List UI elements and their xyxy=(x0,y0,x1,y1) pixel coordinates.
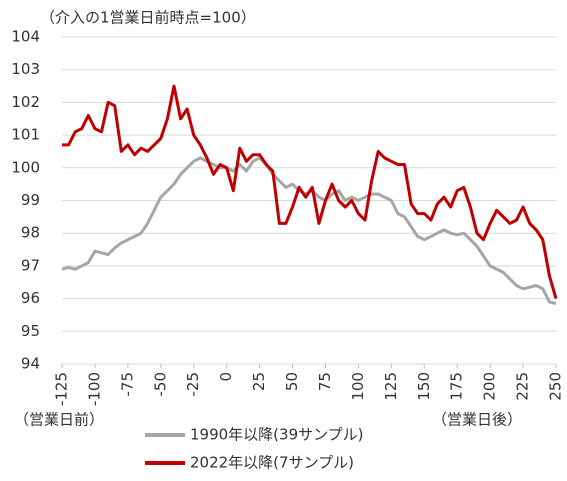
y-tick-label: 104 xyxy=(11,28,40,46)
annotation: （営業日前） xyxy=(14,411,104,429)
x-tick-label: 25 xyxy=(250,372,268,391)
annotation: （介入の1営業日前時点=100） xyxy=(40,9,256,27)
x-tick-label: 200 xyxy=(481,372,499,401)
x-tick-label: 100 xyxy=(349,372,367,401)
x-tick-label: 150 xyxy=(415,372,433,401)
y-tick-label: 101 xyxy=(11,126,40,144)
line-series xyxy=(62,84,558,300)
x-tick-label: 50 xyxy=(283,372,301,391)
y-tick-label: 94 xyxy=(21,355,40,373)
x-tick-label: 225 xyxy=(514,372,532,401)
y-tick-label: 96 xyxy=(21,289,40,307)
y-tick-label: 103 xyxy=(11,60,40,78)
y-tick-label: 97 xyxy=(21,256,40,274)
y-tick-label: 99 xyxy=(21,191,40,209)
y-tick-label: 100 xyxy=(11,158,40,176)
x-tick-label: 0 xyxy=(217,372,235,382)
x-tick-label: -125 xyxy=(53,372,71,406)
annotation: （営業日後） xyxy=(432,411,522,429)
y-tick-label: 98 xyxy=(21,224,40,242)
x-tick-label: 250 xyxy=(547,372,565,401)
x-tick-label: -50 xyxy=(151,372,169,397)
legend-label: 1990年以降(39サンプル) xyxy=(190,426,364,444)
x-tick-label: -100 xyxy=(85,372,103,406)
line-series xyxy=(61,156,557,305)
legend-label: 2022年以降(7サンプル) xyxy=(190,454,354,472)
x-tick-label: 75 xyxy=(316,372,334,391)
y-tick-label: 95 xyxy=(21,322,40,340)
x-tick-label: 125 xyxy=(382,372,400,401)
y-tick-label: 102 xyxy=(11,93,40,111)
x-tick-label: -75 xyxy=(118,372,136,397)
x-tick-label: 175 xyxy=(448,372,466,401)
x-tick-label: -25 xyxy=(184,372,202,397)
